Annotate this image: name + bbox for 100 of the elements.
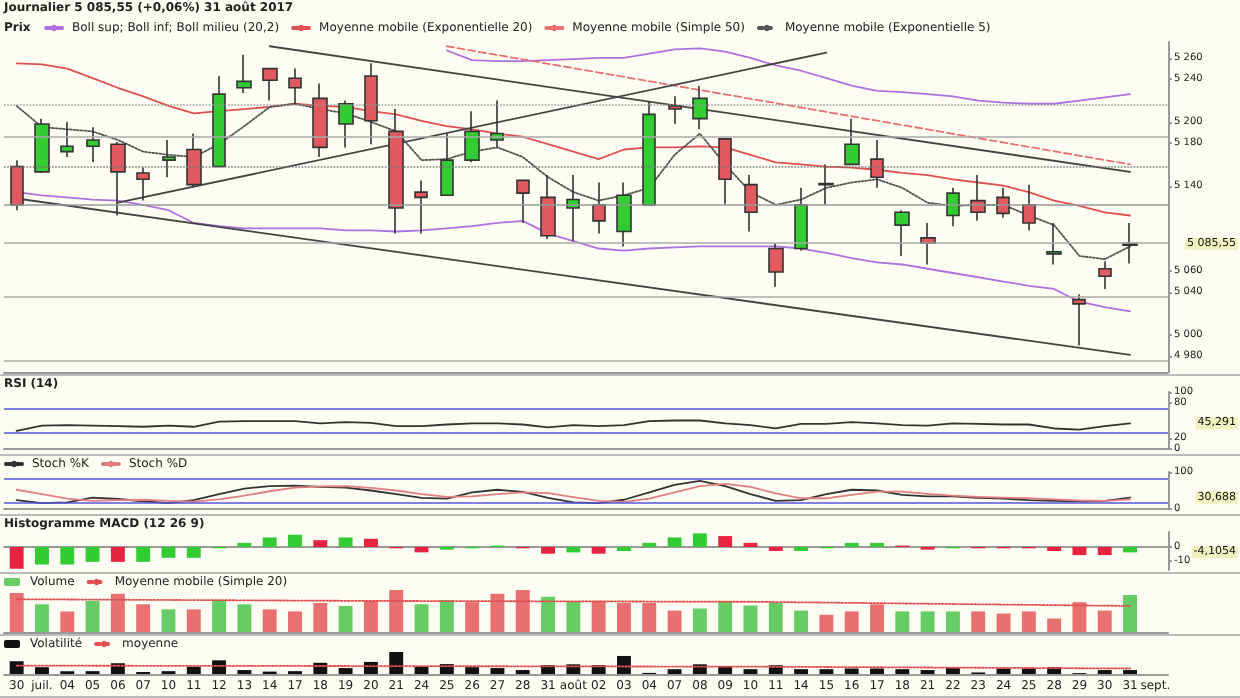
bar (85, 546, 100, 562)
candlestick (1022, 183, 1036, 232)
candlestick (388, 108, 404, 235)
bar (895, 611, 910, 632)
candlestick (262, 67, 278, 102)
candlestick (946, 187, 960, 227)
candlestick (1122, 222, 1138, 265)
bar (844, 611, 859, 632)
bar (9, 546, 24, 569)
bar (414, 666, 429, 674)
candlestick (870, 139, 884, 189)
bar (262, 537, 277, 547)
bar (237, 604, 252, 632)
bar (186, 546, 201, 558)
bar (667, 537, 682, 547)
line-series (445, 47, 1131, 105)
bar (1097, 610, 1112, 632)
bar (338, 668, 353, 674)
candlestick (364, 62, 378, 145)
bar (1123, 595, 1137, 632)
candlestick (718, 138, 732, 206)
bar (591, 600, 606, 632)
candlestick (464, 110, 480, 164)
bar (718, 600, 733, 632)
bar (566, 546, 581, 553)
bar (794, 610, 809, 632)
bar (161, 546, 176, 558)
candlestick (186, 132, 202, 189)
candlestick (162, 139, 176, 178)
bar (110, 593, 125, 632)
bar (1021, 611, 1036, 632)
candlestick (86, 126, 100, 164)
bar (617, 603, 631, 632)
bar (60, 611, 75, 632)
candlestick (1046, 222, 1062, 266)
bar (439, 600, 454, 632)
bar (945, 668, 960, 674)
candlestick (60, 121, 74, 158)
bar (313, 540, 328, 547)
candlestick (236, 53, 252, 94)
candlestick (10, 159, 24, 211)
bar (136, 546, 151, 562)
candlestick (136, 166, 150, 202)
bar (161, 609, 176, 632)
candlestick (818, 163, 834, 206)
bar (465, 602, 480, 632)
candlestick (768, 242, 784, 288)
candlestick (616, 181, 632, 248)
bar (768, 603, 783, 632)
bar (870, 668, 884, 674)
bar (313, 603, 328, 632)
bar (490, 668, 505, 674)
line-series (15, 102, 1131, 261)
bar (591, 546, 606, 554)
line-series (15, 62, 1131, 217)
bar (363, 600, 378, 632)
candlestick (642, 100, 656, 207)
bar (945, 611, 960, 632)
bar (288, 611, 302, 632)
candlestick (516, 179, 530, 224)
bar (743, 605, 758, 632)
bar (35, 667, 49, 674)
bar (642, 603, 657, 632)
bar (186, 609, 201, 632)
bar (541, 546, 555, 554)
candlestick (212, 75, 226, 168)
bar (389, 652, 404, 674)
candlestick (1098, 260, 1112, 290)
bar (541, 596, 555, 632)
bar (9, 661, 24, 674)
bar (288, 534, 302, 547)
candlestick (34, 117, 50, 174)
bar (1072, 602, 1087, 632)
candlestick (744, 174, 758, 233)
bar (338, 605, 353, 632)
bar (85, 600, 100, 632)
bar (338, 537, 353, 547)
bar (718, 536, 733, 547)
bar (920, 611, 935, 632)
candlestick (440, 132, 454, 197)
bar (515, 590, 530, 632)
candlestick (312, 82, 328, 158)
bar (35, 604, 49, 632)
candlestick (540, 174, 556, 240)
bar (262, 609, 277, 632)
bar (692, 608, 707, 632)
bar (870, 604, 884, 632)
bar (9, 592, 24, 632)
candlestick (288, 67, 302, 105)
bar (186, 666, 201, 674)
bar (844, 668, 859, 674)
candlestick (110, 141, 126, 217)
bar (1123, 546, 1137, 553)
bar (617, 655, 631, 674)
bar (1097, 546, 1112, 556)
bar (60, 546, 75, 565)
candlestick (920, 222, 936, 266)
candlestick (894, 209, 910, 257)
bar (819, 614, 834, 632)
bar (566, 600, 581, 632)
